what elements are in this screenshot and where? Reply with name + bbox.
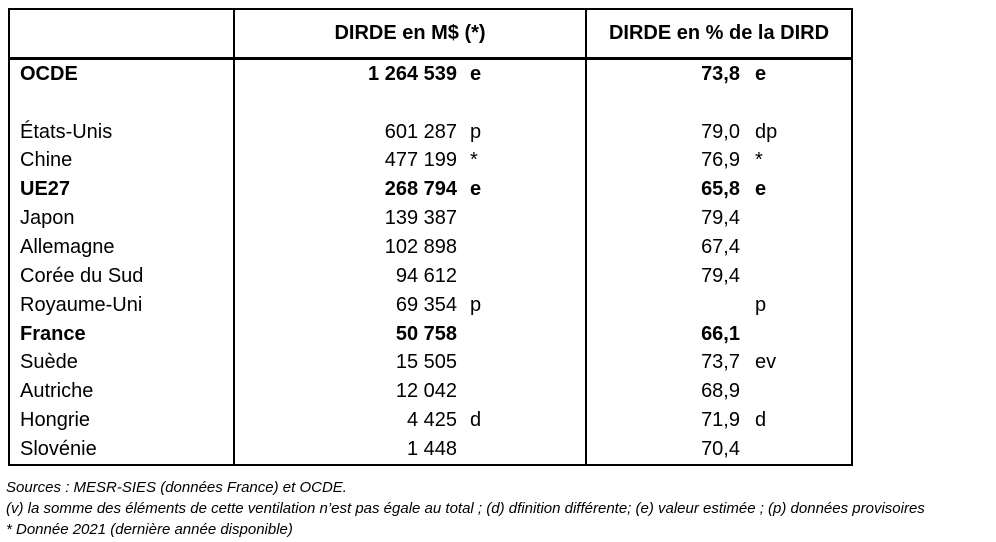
table-row: Japon 139 387 79,4 xyxy=(10,204,851,234)
table-header-row: DIRDE en M$ (*) DIRDE en % de la DIRD xyxy=(10,10,851,60)
dirde-percent-flag: p xyxy=(755,293,767,316)
dirde-millions-value: 12 042 xyxy=(395,380,457,403)
row-country-label: Corée du Sud xyxy=(20,264,144,287)
dirde-millions-value: 268 794 xyxy=(384,178,457,201)
dirde-millions-flag: e xyxy=(470,62,482,85)
dirde-millions-value: 69 354 xyxy=(395,293,457,316)
table-row: UE27 268 794 e 65,8 e xyxy=(10,175,851,205)
dirde-millions-value: 139 387 xyxy=(384,207,457,230)
table-row: Allemagne 102 898 67,4 xyxy=(10,233,851,262)
dirde-percent-value: 66,1 xyxy=(701,322,740,345)
dirde-percent-value: 76,9 xyxy=(701,149,740,172)
row-country-label: OCDE xyxy=(20,62,78,85)
dirde-percent-flag: * xyxy=(755,149,763,172)
dirde-percent-value: 73,8 xyxy=(701,62,740,85)
dirde-millions-value: 94 612 xyxy=(395,264,457,287)
header-dirde-millions: DIRDE en M$ (*) xyxy=(235,10,587,57)
dirde-millions-flag: d xyxy=(470,409,482,432)
dirde-millions-value: 102 898 xyxy=(384,235,457,258)
dirde-millions-value: 15 505 xyxy=(395,351,457,374)
dirde-percent-value: 79,0 xyxy=(701,120,740,143)
dirde-millions-value: 4 425 xyxy=(406,409,457,432)
dirde-millions-value: 1 264 539 xyxy=(368,62,457,85)
dirde-percent-flag: e xyxy=(755,178,767,201)
footnote-sources: Sources : MESR-SIES (données France) et … xyxy=(6,479,347,496)
table-row: Hongrie 4 425 d 71,9 d xyxy=(10,406,851,435)
footnotes: Sources : MESR-SIES (données France) et … xyxy=(6,477,925,540)
dirde-percent-flag: e xyxy=(755,62,767,85)
dirde-percent-flag: ev xyxy=(755,351,777,374)
table-row xyxy=(10,88,851,118)
table-row: Autriche 12 042 68,9 xyxy=(10,377,851,407)
table-row: Suède 15 505 73,7 ev xyxy=(10,348,851,378)
footnote-flag-definitions: (v) la somme des éléments de cette venti… xyxy=(6,500,925,517)
table-row: France 50 758 66,1 xyxy=(10,319,851,349)
dirde-millions-flag: * xyxy=(470,149,478,172)
header-country-column xyxy=(10,10,235,57)
dirde-millions-value: 1 448 xyxy=(406,437,457,460)
row-country-label: Hongrie xyxy=(20,409,91,432)
row-country-label: Royaume-Uni xyxy=(20,293,143,316)
dirde-table: DIRDE en M$ (*) DIRDE en % de la DIRD OC… xyxy=(8,8,853,466)
row-country-label: Japon xyxy=(20,207,75,230)
table-row: Slovénie 1 448 70,4 xyxy=(10,434,851,464)
header-dirde-percent: DIRDE en % de la DIRD xyxy=(608,22,830,44)
table-row: Corée du Sud 94 612 79,4 xyxy=(10,261,851,291)
row-country-label: Allemagne xyxy=(20,235,115,258)
table-row: Chine 477 199 * 76,9 * xyxy=(10,146,851,176)
table-row: OCDE 1 264 539 e 73,8 e xyxy=(10,60,851,89)
row-country-label: Suède xyxy=(20,351,78,374)
row-country-label: Autriche xyxy=(20,380,94,403)
dirde-percent-value: 70,4 xyxy=(701,437,740,460)
table-row: États-Unis 601 287 p 79,0 dp xyxy=(10,117,851,147)
dirde-percent-value: 73,7 xyxy=(701,351,740,374)
dirde-millions-value: 601 287 xyxy=(384,120,457,143)
footnote-asterisk: * Donnée 2021 (dernière année disponible… xyxy=(6,521,293,538)
dirde-millions-flag: p xyxy=(470,293,482,316)
dirde-percent-value: 65,8 xyxy=(701,178,740,201)
dirde-percent-value: 68,9 xyxy=(701,380,740,403)
row-country-label: Chine xyxy=(20,149,73,172)
dirde-percent-flag: d xyxy=(755,409,767,432)
row-country-label: États-Unis xyxy=(20,120,113,143)
dirde-millions-value: 477 199 xyxy=(384,149,457,172)
dirde-millions-flag: p xyxy=(470,120,482,143)
dirde-percent-flag: dp xyxy=(755,120,778,143)
row-country-label: UE27 xyxy=(20,178,71,201)
dirde-millions-value: 50 758 xyxy=(395,322,457,345)
row-country-label: France xyxy=(20,322,86,345)
table-body: OCDE 1 264 539 e 73,8 e États-Unis 601 2… xyxy=(10,60,851,464)
row-country-label: Slovénie xyxy=(20,437,97,460)
dirde-percent-value: 71,9 xyxy=(701,409,740,432)
dirde-millions-flag: e xyxy=(470,178,482,201)
dirde-percent-value: 79,4 xyxy=(701,264,740,287)
table-row: Royaume-Uni 69 354 p p xyxy=(10,290,851,320)
dirde-percent-value: 79,4 xyxy=(701,207,740,230)
dirde-percent-value: 67,4 xyxy=(701,235,740,258)
